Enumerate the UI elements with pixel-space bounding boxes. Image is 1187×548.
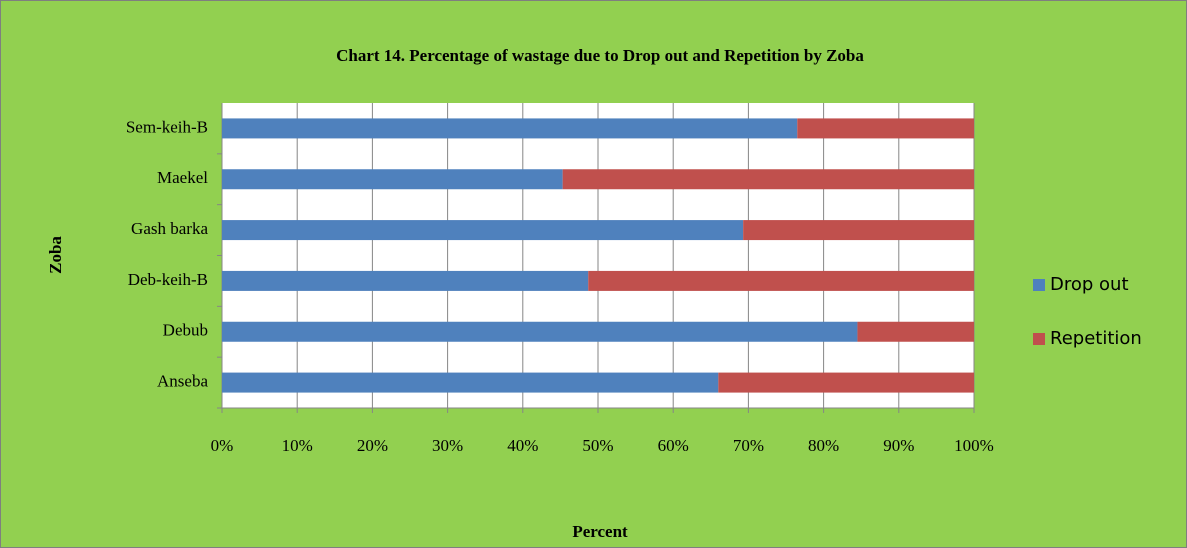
y-tick-label: Debub [163, 321, 208, 340]
bar [222, 372, 719, 393]
legend-swatch [1033, 279, 1045, 291]
y-tick-label: Deb-keih-B [128, 270, 208, 289]
y-tick-label: Anseba [157, 371, 208, 390]
bar [222, 321, 858, 342]
bar [797, 118, 974, 139]
bar [222, 169, 563, 190]
legend-swatch [1033, 333, 1045, 345]
y-tick-label: Maekel [157, 168, 208, 187]
x-tick-label: 30% [432, 436, 463, 455]
bar [857, 321, 974, 342]
chart-title: Chart 14. Percentage of wastage due to D… [336, 46, 864, 65]
bar [222, 220, 744, 241]
x-tick-label: 20% [357, 436, 388, 455]
bar [718, 372, 974, 393]
bar [562, 169, 974, 190]
x-tick-label: 0% [211, 436, 234, 455]
bar [743, 220, 974, 241]
x-tick-label: 60% [658, 436, 689, 455]
bar [222, 270, 589, 291]
y-tick-label: Gash barka [131, 219, 208, 238]
x-tick-label: 100% [954, 436, 994, 455]
x-tick-label: 50% [582, 436, 613, 455]
x-tick-label: 90% [883, 436, 914, 455]
x-tick-label: 70% [733, 436, 764, 455]
legend-label: Drop out [1050, 274, 1129, 295]
x-tick-label: 10% [282, 436, 313, 455]
bar [222, 118, 798, 139]
x-axis-label: Percent [572, 522, 628, 541]
bar [588, 270, 974, 291]
x-tick-label: 80% [808, 436, 839, 455]
y-axis-label: Zoba [46, 236, 65, 274]
legend-label: Repetition [1050, 328, 1142, 349]
x-tick-label: 40% [507, 436, 538, 455]
y-tick-label: Sem-keih-B [126, 117, 208, 136]
